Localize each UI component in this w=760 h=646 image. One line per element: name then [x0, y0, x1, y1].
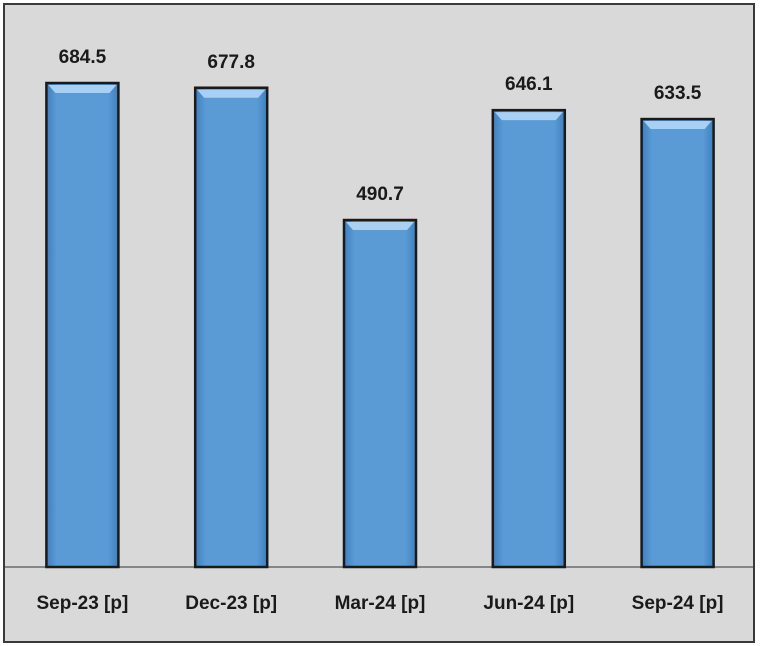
bar-bevel — [197, 89, 266, 98]
bar — [342, 218, 418, 569]
data-label: 490.7 — [356, 184, 404, 205]
bar-bevel — [643, 121, 712, 130]
bar — [45, 81, 120, 569]
x-tick-label: Mar-24 [p] — [335, 593, 426, 614]
data-label: 646.1 — [505, 74, 553, 95]
bar — [491, 108, 567, 569]
bar — [640, 117, 715, 569]
x-tick-label: Dec-23 [p] — [185, 593, 277, 614]
x-tick-label: Sep-23 [p] — [36, 593, 128, 614]
x-tick-label: Sep-24 [p] — [632, 593, 724, 614]
x-tick-label: Jun-24 [p] — [483, 593, 574, 614]
data-label: 684.5 — [59, 47, 107, 68]
bar-bevel — [48, 85, 117, 93]
bar-bevel — [494, 112, 563, 121]
data-label: 677.8 — [207, 52, 255, 73]
bar-bevel — [346, 222, 414, 231]
data-label: 633.5 — [654, 83, 702, 104]
bar — [193, 86, 269, 569]
